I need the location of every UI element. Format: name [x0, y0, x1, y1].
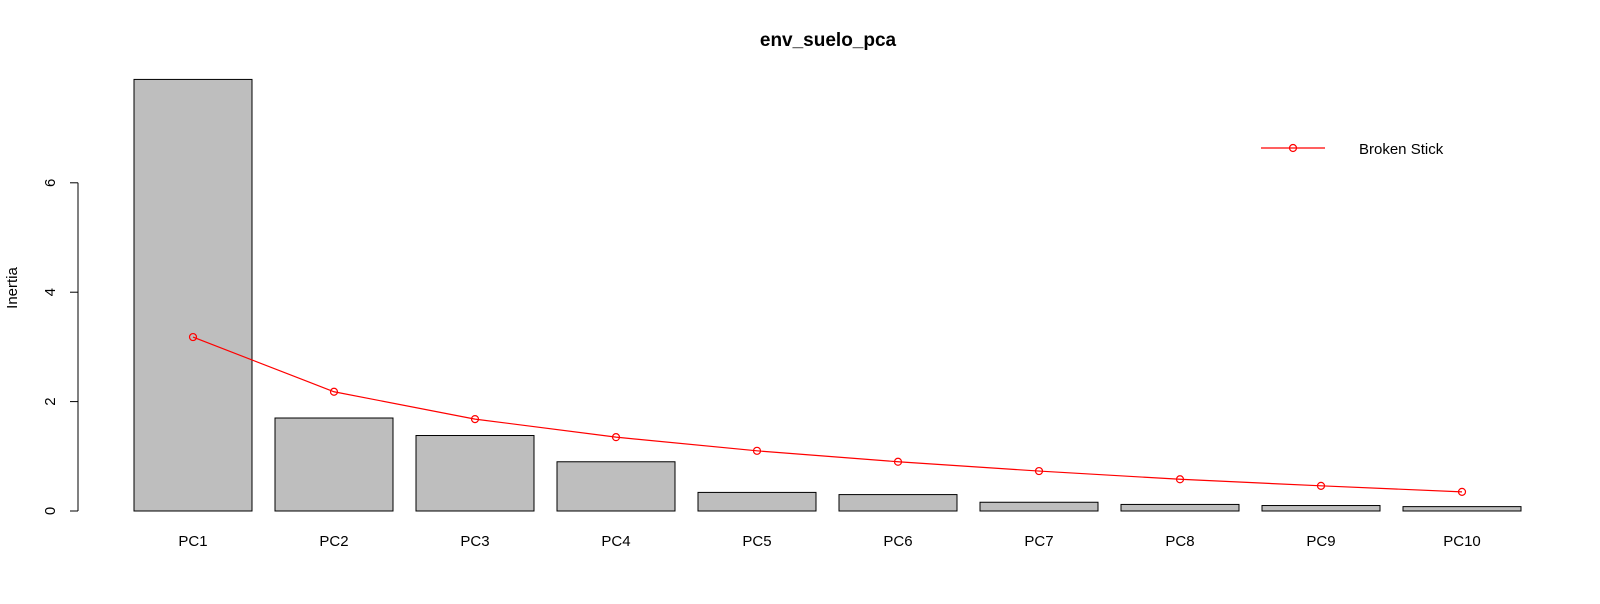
broken-stick-point-pc9 — [1316, 481, 1326, 490]
x-tick-label-pc6: PC6 — [883, 533, 912, 550]
legend-label-broken-stick: Broken Stick — [1359, 141, 1444, 158]
bar-pc9 — [1261, 505, 1381, 512]
bar-pc6 — [838, 494, 958, 512]
bar-series — [133, 78, 1522, 512]
broken-stick-point-pc1 — [188, 332, 198, 342]
x-tick-labels: PC1 PC2 PC3 PC4 PC5 PC6 PC7 PC8 PC9 PC10 — [178, 533, 1480, 550]
x-tick-label-pc4: PC4 — [601, 533, 630, 550]
bar-pc10 — [1402, 506, 1522, 512]
y-tick-label: 0 — [42, 507, 59, 515]
legend-point-swatch — [1288, 143, 1298, 153]
bar-pc8 — [1120, 503, 1240, 512]
x-tick-label-pc2: PC2 — [319, 533, 348, 550]
x-tick-label-pc3: PC3 — [460, 533, 489, 550]
bar-pc2 — [274, 417, 394, 512]
x-tick-label-pc8: PC8 — [1165, 533, 1194, 550]
bar-pc7 — [979, 501, 1099, 512]
chart-title: env_suelo_pca — [760, 30, 897, 51]
broken-stick-point-pc7 — [1034, 466, 1044, 476]
bar-pc3 — [415, 435, 535, 512]
broken-stick-point-pc10 — [1457, 487, 1467, 496]
broken-stick-point-pc5 — [752, 446, 762, 455]
x-tick-label-pc9: PC9 — [1306, 533, 1335, 550]
x-tick-label-pc1: PC1 — [178, 533, 207, 550]
x-tick-label-pc5: PC5 — [742, 533, 771, 550]
y-tick-label: 6 — [42, 179, 59, 187]
x-tick-label-pc10: PC10 — [1443, 533, 1481, 550]
legend: Broken Stick — [1261, 141, 1444, 158]
bar-pc4 — [556, 461, 676, 512]
broken-stick-point-pc6 — [893, 457, 903, 466]
broken-stick-point-pc8 — [1175, 475, 1185, 484]
bar-pc1 — [133, 78, 253, 512]
broken-stick-point-pc2 — [329, 387, 339, 396]
broken-stick-point-pc3 — [470, 415, 480, 424]
broken-stick-series — [188, 332, 1467, 496]
broken-stick-line — [192, 336, 1463, 493]
y-tick-label: 4 — [42, 288, 59, 296]
y-axis: 0 2 4 6 — [42, 179, 79, 515]
broken-stick-point-pc4 — [611, 433, 621, 442]
x-tick-label-pc7: PC7 — [1024, 533, 1053, 550]
y-axis-label: Inertia — [4, 267, 21, 309]
bar-pc5 — [697, 491, 817, 512]
y-tick-label: 2 — [42, 397, 59, 405]
